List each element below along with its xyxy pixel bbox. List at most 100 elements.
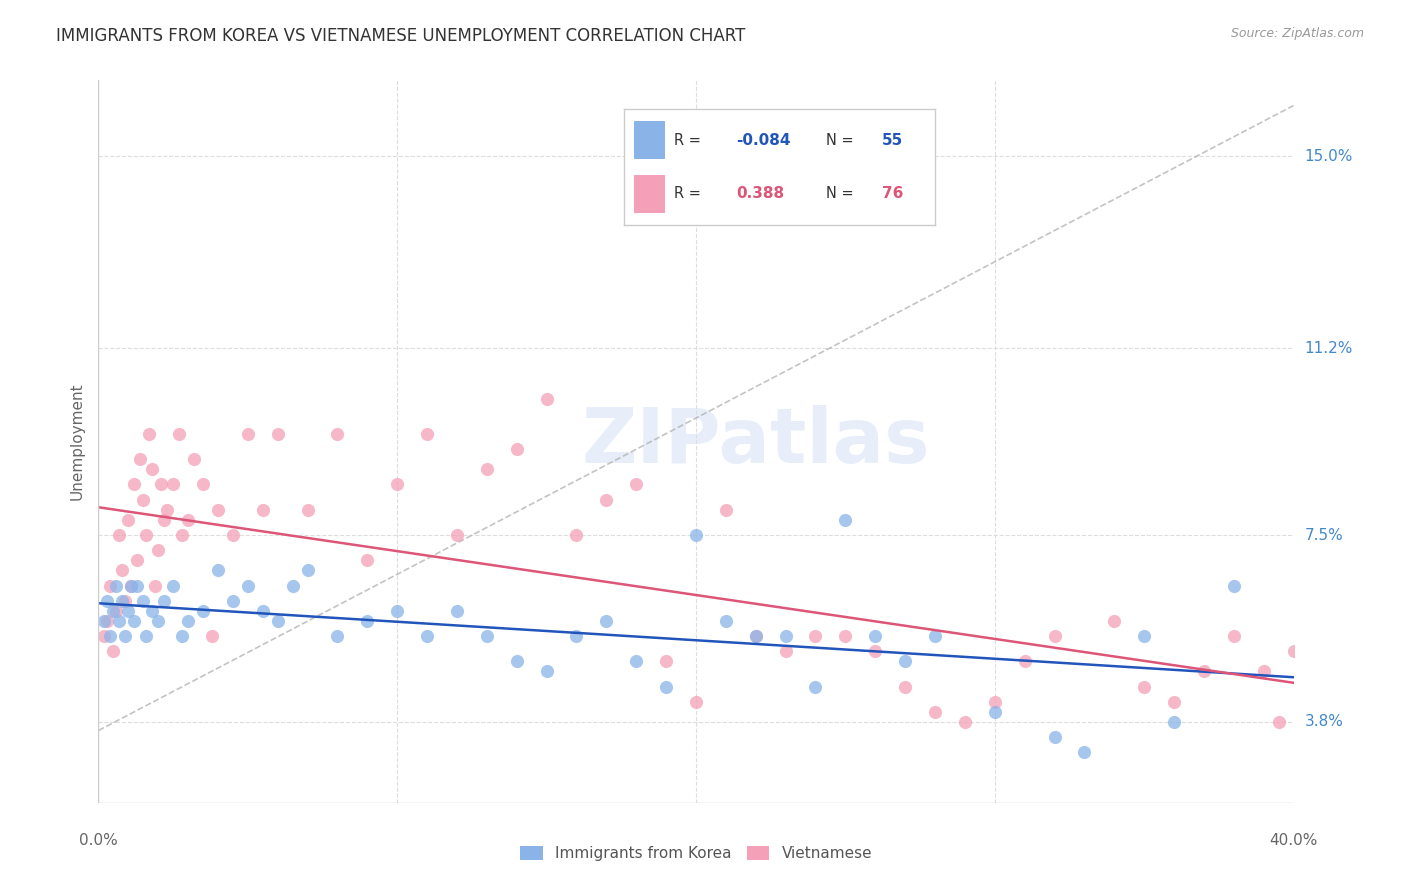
Point: [201, 629, 224, 643]
Point: [745, 629, 768, 643]
Point: [1163, 695, 1185, 709]
Point: [1343, 695, 1365, 709]
Point: [804, 680, 827, 694]
Point: [1163, 714, 1185, 729]
Point: [281, 578, 304, 592]
Point: [565, 629, 588, 643]
Point: [775, 629, 797, 643]
Point: [385, 477, 409, 491]
Point: [984, 705, 1007, 719]
Point: [177, 513, 200, 527]
Point: [153, 513, 176, 527]
Point: [127, 578, 149, 592]
Point: [1402, 705, 1406, 719]
Point: [93, 629, 115, 643]
Point: [120, 578, 142, 592]
Point: [297, 502, 319, 516]
Point: [162, 477, 184, 491]
Point: [207, 502, 229, 516]
Point: [103, 604, 125, 618]
Point: [804, 629, 827, 643]
Point: [626, 654, 648, 668]
Point: [745, 629, 768, 643]
Point: [685, 528, 707, 542]
Point: [132, 593, 155, 607]
Point: [98, 629, 122, 643]
Point: [1043, 730, 1066, 744]
Point: [117, 604, 139, 618]
Point: [191, 604, 214, 618]
Point: [172, 528, 194, 542]
Point: [252, 604, 274, 618]
Point: [1133, 629, 1156, 643]
Point: [536, 392, 558, 406]
Point: [1298, 654, 1320, 668]
Point: [111, 593, 134, 607]
Point: [565, 528, 588, 542]
Point: [183, 452, 205, 467]
Point: [714, 502, 737, 516]
Text: 7.5%: 7.5%: [1305, 527, 1343, 542]
Point: [105, 604, 128, 618]
Point: [894, 680, 917, 694]
Point: [1073, 745, 1095, 759]
Point: [108, 614, 131, 628]
Point: [1192, 665, 1215, 679]
Point: [446, 528, 468, 542]
Point: [475, 462, 498, 476]
Point: [162, 578, 184, 592]
Point: [834, 629, 856, 643]
Point: [120, 578, 142, 592]
Text: 15.0%: 15.0%: [1305, 149, 1353, 163]
Point: [132, 492, 155, 507]
Point: [714, 614, 737, 628]
Point: [150, 477, 173, 491]
Point: [167, 427, 190, 442]
Text: 0.0%: 0.0%: [79, 833, 118, 848]
Point: [1267, 714, 1289, 729]
Point: [595, 492, 617, 507]
Point: [475, 629, 498, 643]
Point: [129, 452, 152, 467]
Point: [775, 644, 797, 658]
Point: [135, 629, 157, 643]
Point: [326, 427, 349, 442]
Point: [141, 604, 163, 618]
Point: [156, 502, 179, 516]
Point: [267, 427, 290, 442]
Text: IMMIGRANTS FROM KOREA VS VIETNAMESE UNEMPLOYMENT CORRELATION CHART: IMMIGRANTS FROM KOREA VS VIETNAMESE UNEM…: [56, 27, 745, 45]
Point: [626, 477, 648, 491]
Point: [111, 563, 134, 577]
Point: [96, 593, 118, 607]
Point: [924, 629, 946, 643]
Text: ZIPatlas: ZIPatlas: [582, 405, 929, 478]
Point: [127, 553, 149, 567]
Point: [236, 427, 259, 442]
Point: [153, 593, 176, 607]
Point: [1133, 680, 1156, 694]
Point: [536, 665, 558, 679]
Text: Source: ZipAtlas.com: Source: ZipAtlas.com: [1230, 27, 1364, 40]
Point: [207, 563, 229, 577]
Point: [834, 513, 856, 527]
Point: [446, 604, 468, 618]
Point: [1282, 644, 1305, 658]
Text: 40.0%: 40.0%: [1270, 833, 1317, 848]
Point: [595, 614, 617, 628]
Point: [326, 629, 349, 643]
Point: [416, 629, 439, 643]
Point: [356, 553, 378, 567]
Point: [865, 629, 887, 643]
Point: [124, 614, 146, 628]
Point: [416, 427, 439, 442]
Point: [93, 614, 115, 628]
Point: [252, 502, 274, 516]
Point: [655, 654, 678, 668]
Point: [124, 477, 146, 491]
Point: [267, 614, 290, 628]
Point: [236, 578, 259, 592]
Point: [172, 629, 194, 643]
Point: [143, 578, 166, 592]
Point: [105, 578, 128, 592]
Legend: Immigrants from Korea, Vietnamese: Immigrants from Korea, Vietnamese: [513, 840, 879, 867]
